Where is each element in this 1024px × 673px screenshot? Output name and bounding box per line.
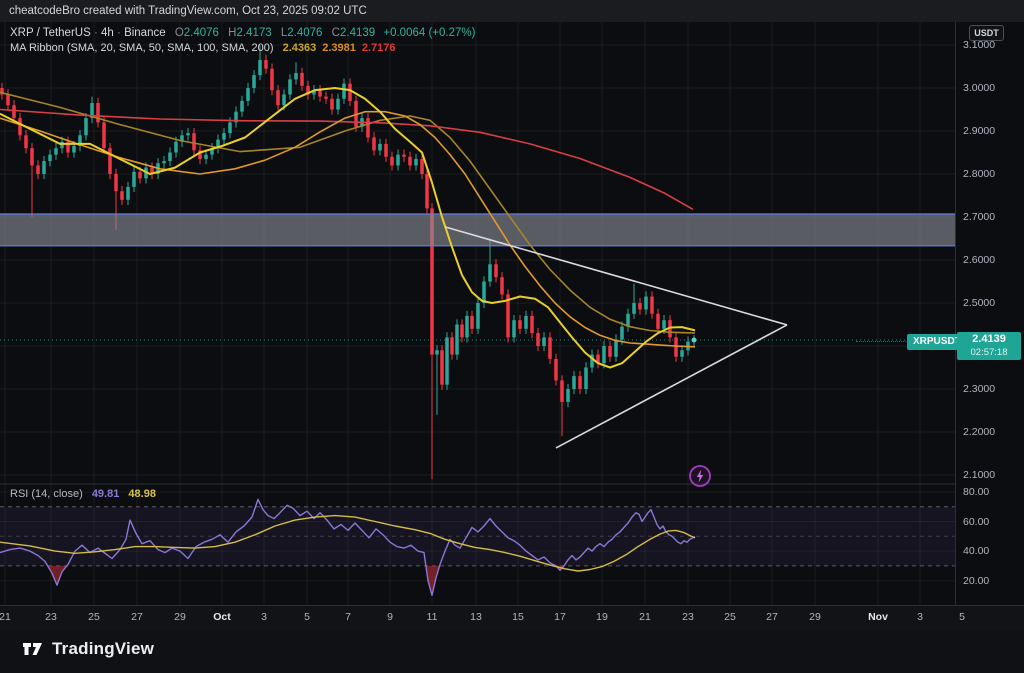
- ma-ribbon-name[interactable]: MA Ribbon (SMA, 20, SMA, 50, SMA, 100, S…: [10, 42, 274, 54]
- symbol-legend-row[interactable]: XRP / TetherUS · 4h · Binance O2.4076 H2…: [10, 27, 476, 39]
- time-tick-label: 17: [554, 611, 566, 623]
- time-tick-label: 21: [0, 611, 11, 623]
- price-leader-line: [856, 341, 906, 342]
- price-tick-label: 2.2000: [963, 426, 996, 438]
- last-price-value: 2.4139: [972, 333, 1006, 345]
- time-tick-label: 7: [345, 611, 351, 623]
- time-tick-label: 5: [304, 611, 310, 623]
- price-tick-label: 3.0000: [963, 82, 996, 94]
- attribution-text: cheatcodeBro created with TradingView.co…: [9, 5, 367, 17]
- price-axis[interactable]: 3.1000 3.0000 2.9000 2.8000 2.7000 2.6000 2.50…: [955, 22, 1024, 605]
- time-tick-label: 5: [959, 611, 965, 623]
- exchange-label: Binance: [124, 27, 166, 39]
- time-tick-label: 3: [917, 611, 923, 623]
- price-tick-label: 3.1000: [963, 39, 996, 51]
- lightning-icon: [689, 465, 711, 487]
- time-axis[interactable]: 21 23 25 27 29 Oct 3 5 7 9 11 13 15 17 19 21 23 25 27 29 Nov…: [0, 605, 1024, 630]
- currency-toggle-button[interactable]: USDT: [969, 25, 1004, 41]
- open-letter: O: [174, 27, 184, 39]
- open-value: 2.4076: [183, 27, 219, 39]
- time-tick-label: 27: [766, 611, 778, 623]
- time-tick-label: 25: [724, 611, 736, 623]
- time-tick-label: 23: [682, 611, 694, 623]
- time-tick-label: 27: [131, 611, 143, 623]
- time-tick-label: Oct: [213, 611, 231, 623]
- time-tick-label: 25: [88, 611, 100, 623]
- price-tick-label: 2.6000: [963, 254, 996, 266]
- price-tick-label: 2.8000: [963, 168, 996, 180]
- price-tick-label: 2.3000: [963, 383, 996, 395]
- rsi-tick-label: 40.00: [963, 545, 990, 558]
- price-tick-label: 2.7000: [963, 211, 996, 223]
- time-tick-label: Nov: [868, 611, 888, 623]
- close-letter: C: [331, 27, 340, 39]
- rsi-name[interactable]: RSI (14, close): [10, 488, 83, 500]
- last-price-badge: 2.4139 02:57:18: [957, 332, 1021, 360]
- low-value: 2.4076: [287, 27, 323, 39]
- time-tick-label: 9: [387, 611, 393, 623]
- time-tick-label: 29: [809, 611, 821, 623]
- time-tick-label: 21: [639, 611, 651, 623]
- ma-ribbon-legend-row[interactable]: MA Ribbon (SMA, 20, SMA, 50, SMA, 100, S…: [10, 42, 475, 54]
- time-tick-label: 23: [45, 611, 57, 623]
- attribution-bar: cheatcodeBro created with TradingView.co…: [0, 0, 1024, 22]
- high-value: 2.4173: [236, 27, 272, 39]
- rsi-tick-label: 80.00: [963, 486, 990, 498]
- lightning-quick-trade-icon[interactable]: [688, 464, 712, 488]
- time-tick-label: 3: [261, 611, 267, 623]
- close-value: 2.4139: [339, 27, 376, 39]
- chart-canvas[interactable]: [0, 22, 955, 605]
- rsi-tick-label: 20.00: [963, 574, 990, 587]
- time-tick-label: 19: [596, 611, 608, 623]
- ma-value: 2.3981: [322, 42, 356, 54]
- ma-ribbon-values: 2.4363 2.3981 2.7176: [277, 42, 396, 54]
- tradingview-logo-text: TradingView: [52, 639, 155, 658]
- time-tick-label: 29: [174, 611, 186, 623]
- rsi-indicator-legend[interactable]: RSI (14, close) 49.81 48.98: [10, 488, 156, 500]
- low-letter: L: [280, 27, 288, 39]
- symbol-price-label: XRPUSDT: [907, 334, 967, 350]
- time-tick-label: 11: [426, 611, 438, 623]
- tradingview-logo[interactable]: TradingView: [22, 639, 154, 659]
- ma-value: 2.4363: [282, 42, 317, 54]
- high-letter: H: [228, 27, 237, 39]
- price-tick-label: 2.9000: [963, 125, 996, 137]
- bar-countdown: 02:57:18: [970, 347, 1008, 358]
- time-tick-label: 13: [470, 611, 482, 623]
- ma-value: 2.7176: [361, 42, 396, 54]
- time-tick-label: 15: [512, 611, 524, 623]
- change-value: +0.0064 (+0.27%): [383, 27, 476, 39]
- price-tick-label: 2.5000: [963, 297, 996, 309]
- symbol-name[interactable]: XRP / TetherUS: [10, 27, 91, 39]
- rsi-tick-label: 60.00: [963, 515, 990, 528]
- price-tick-label: 2.1000: [963, 469, 996, 481]
- rsi-value: 49.81: [91, 488, 120, 500]
- rsi-ma-value: 48.98: [128, 488, 156, 500]
- chart-legend: XRP / TetherUS · 4h · Binance O2.4076 H2…: [10, 27, 475, 54]
- footer-bar: TradingView: [0, 630, 1024, 673]
- interval-label[interactable]: 4h: [101, 27, 114, 39]
- tradingview-logo-icon: [23, 643, 42, 655]
